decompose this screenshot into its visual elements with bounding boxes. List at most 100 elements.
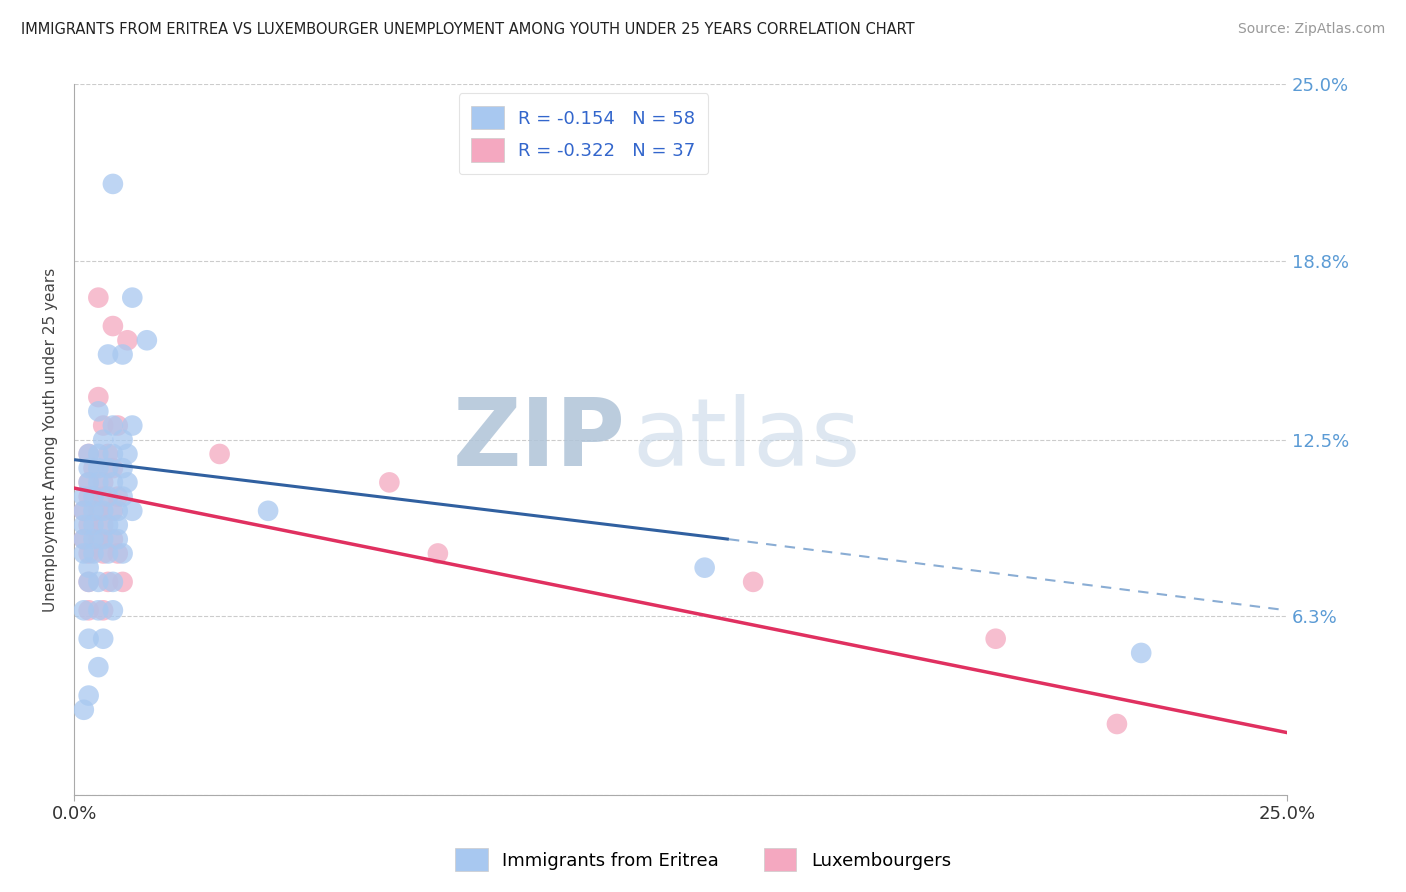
Point [77,689,100,703]
Point [111,490,134,504]
Point [121,504,143,518]
Point [101,418,124,433]
Point [1130,646,1153,660]
Point [1105,717,1128,731]
Point [77,518,100,533]
Point [82,518,104,533]
Point [87,475,110,490]
Point [121,418,143,433]
Point [77,447,100,461]
Point [77,447,100,461]
Point [101,319,124,334]
Point [77,490,100,504]
Point [91,603,114,617]
Point [91,433,114,447]
Point [111,546,134,560]
Point [111,433,134,447]
Point [91,418,114,433]
Point [257,504,280,518]
Y-axis label: Unemployment Among Youth under 25 years: Unemployment Among Youth under 25 years [44,268,58,612]
Point [91,518,114,533]
Point [107,518,129,533]
Point [77,574,100,589]
Point [73,533,96,547]
Point [73,490,96,504]
Point [73,546,96,560]
Text: ZIP: ZIP [453,393,626,486]
Point [97,447,120,461]
Legend: R = -0.154   N = 58, R = -0.322   N = 37: R = -0.154 N = 58, R = -0.322 N = 37 [458,94,709,174]
Point [107,418,129,433]
Point [426,546,449,560]
Point [87,504,110,518]
Point [107,546,129,560]
Point [82,461,104,475]
Point [82,490,104,504]
Point [97,574,120,589]
Point [87,603,110,617]
Text: Source: ZipAtlas.com: Source: ZipAtlas.com [1237,22,1385,37]
Point [77,546,100,560]
Point [107,490,129,504]
Point [91,533,114,547]
Point [73,533,96,547]
Point [87,291,110,305]
Point [117,475,139,490]
Point [82,504,104,518]
Point [101,177,124,191]
Point [77,475,100,490]
Point [82,546,104,560]
Point [91,546,114,560]
Point [101,574,124,589]
Point [101,504,124,518]
Point [87,404,110,418]
Point [77,603,100,617]
Point [77,475,100,490]
Point [91,475,114,490]
Point [87,660,110,674]
Point [91,504,114,518]
Point [117,447,139,461]
Point [87,447,110,461]
Point [77,461,100,475]
Point [87,574,110,589]
Point [742,574,765,589]
Text: atlas: atlas [631,393,860,486]
Point [77,632,100,646]
Point [121,291,143,305]
Point [101,461,124,475]
Text: IMMIGRANTS FROM ERITREA VS LUXEMBOURGER UNEMPLOYMENT AMONG YOUTH UNDER 25 YEARS : IMMIGRANTS FROM ERITREA VS LUXEMBOURGER … [21,22,915,37]
Point [101,603,124,617]
Point [73,504,96,518]
Point [87,461,110,475]
Point [97,490,120,504]
Point [378,475,401,490]
Point [693,560,716,574]
Point [82,533,104,547]
Point [117,333,139,347]
Point [97,518,120,533]
Point [101,533,124,547]
Point [111,461,134,475]
Point [87,533,110,547]
Point [984,632,1007,646]
Point [77,574,100,589]
Point [111,347,134,361]
Point [97,546,120,560]
Point [101,447,124,461]
Point [107,504,129,518]
Point [101,475,124,490]
Point [107,533,129,547]
Point [97,461,120,475]
Point [111,574,134,589]
Point [97,347,120,361]
Point [77,560,100,574]
Point [208,447,231,461]
Point [73,603,96,617]
Point [135,333,157,347]
Point [73,518,96,533]
Point [91,490,114,504]
Point [91,632,114,646]
Point [73,703,96,717]
Legend: Immigrants from Eritrea, Luxembourgers: Immigrants from Eritrea, Luxembourgers [449,841,957,879]
